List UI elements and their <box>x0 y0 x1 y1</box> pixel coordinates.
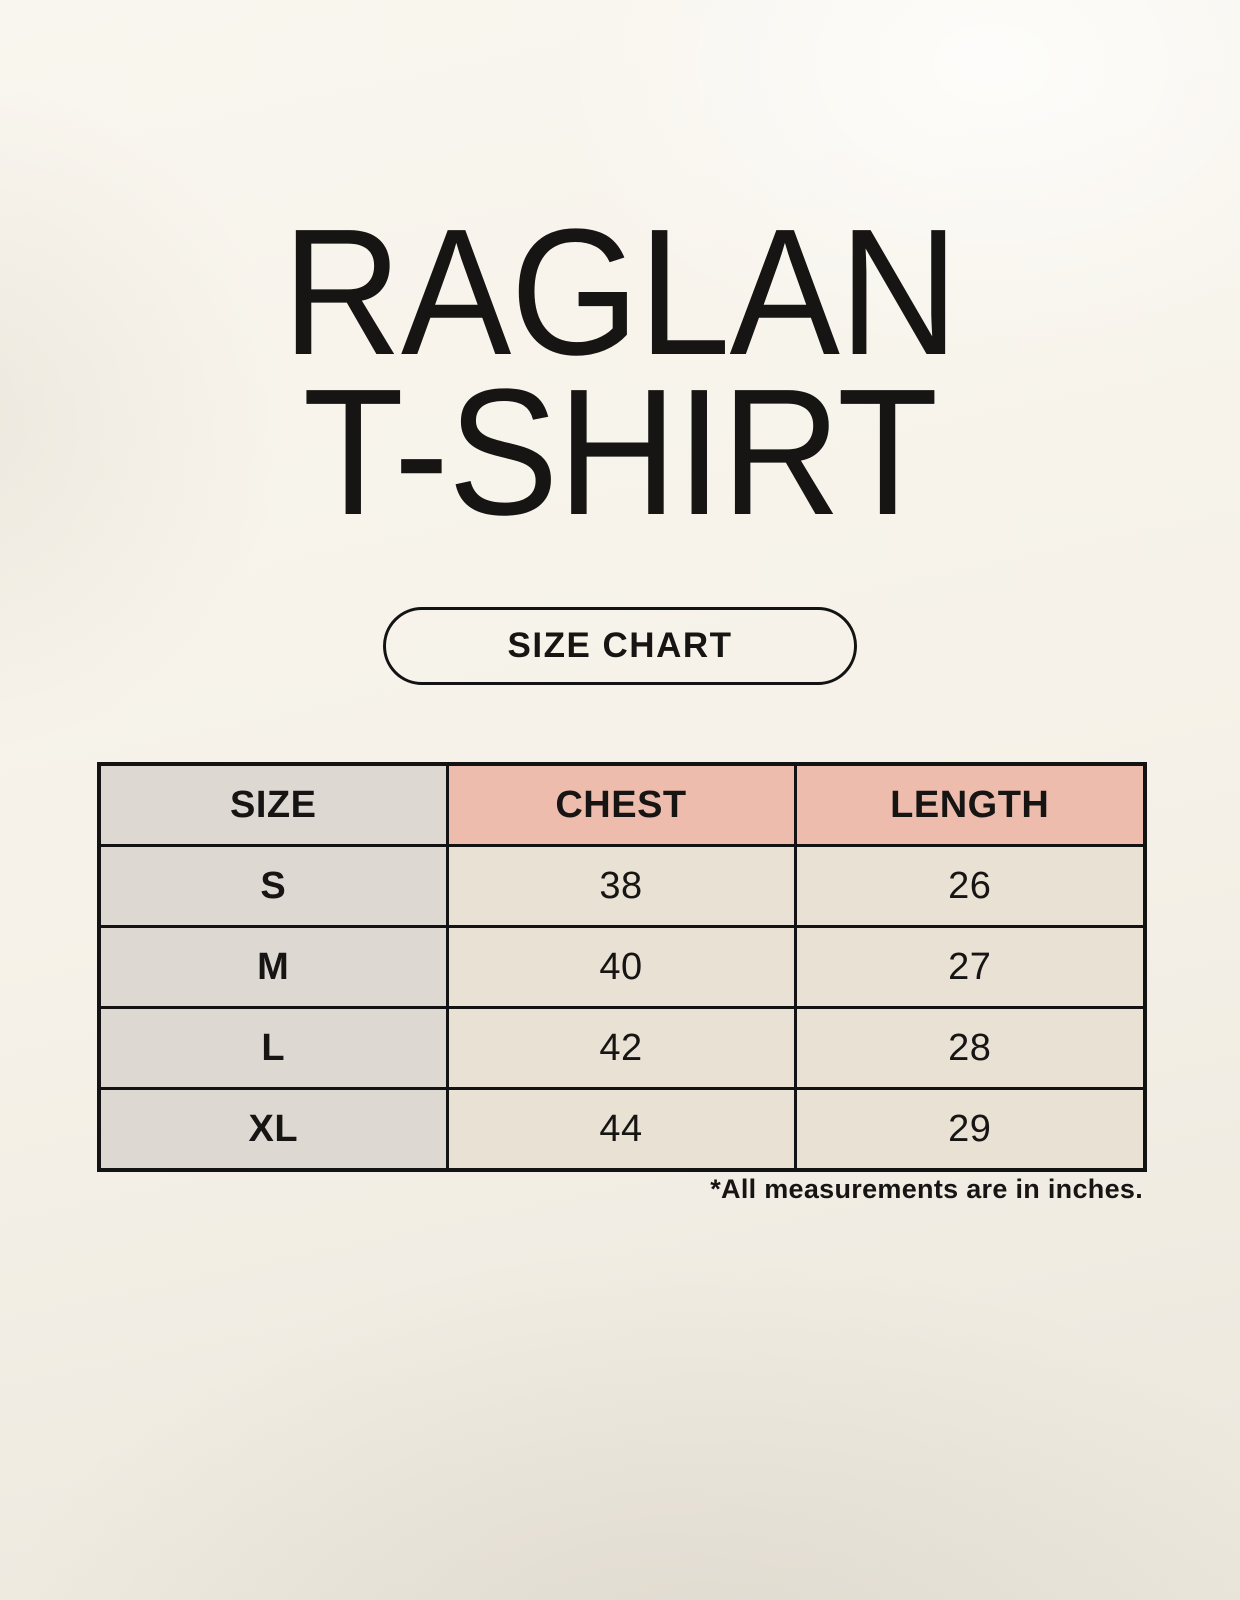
page-title-line-2: T-SHIRT <box>302 352 938 553</box>
size-cell: S <box>97 844 449 928</box>
size-cell: L <box>97 1006 449 1090</box>
column-header-length: LENGTH <box>793 762 1147 847</box>
size-table: SIZE CHEST LENGTH S 38 26 M 40 27 L 42 2… <box>97 762 1147 1172</box>
page-title: RAGLAN T-SHIRT <box>50 192 1191 553</box>
table-row: S 38 26 <box>97 844 1147 928</box>
length-cell: 28 <box>793 1006 1147 1090</box>
table-row: L 42 28 <box>97 1006 1147 1090</box>
page-title-line-1: RAGLAN <box>282 192 958 393</box>
chest-cell: 40 <box>445 925 797 1009</box>
chest-cell: 38 <box>445 844 797 928</box>
chest-cell: 44 <box>445 1087 797 1172</box>
table-header-row: SIZE CHEST LENGTH <box>97 762 1147 847</box>
chest-cell: 42 <box>445 1006 797 1090</box>
length-cell: 27 <box>793 925 1147 1009</box>
column-header-chest: CHEST <box>445 762 797 847</box>
size-chart-button[interactable]: SIZE CHART <box>383 607 857 685</box>
table-row: M 40 27 <box>97 925 1147 1009</box>
length-cell: 29 <box>793 1087 1147 1172</box>
column-header-size: SIZE <box>97 762 449 847</box>
size-cell: XL <box>97 1087 449 1172</box>
measurements-note: *All measurements are in inches. <box>710 1174 1143 1204</box>
size-cell: M <box>97 925 449 1009</box>
length-cell: 26 <box>793 844 1147 928</box>
table-row: XL 44 29 <box>97 1087 1147 1172</box>
